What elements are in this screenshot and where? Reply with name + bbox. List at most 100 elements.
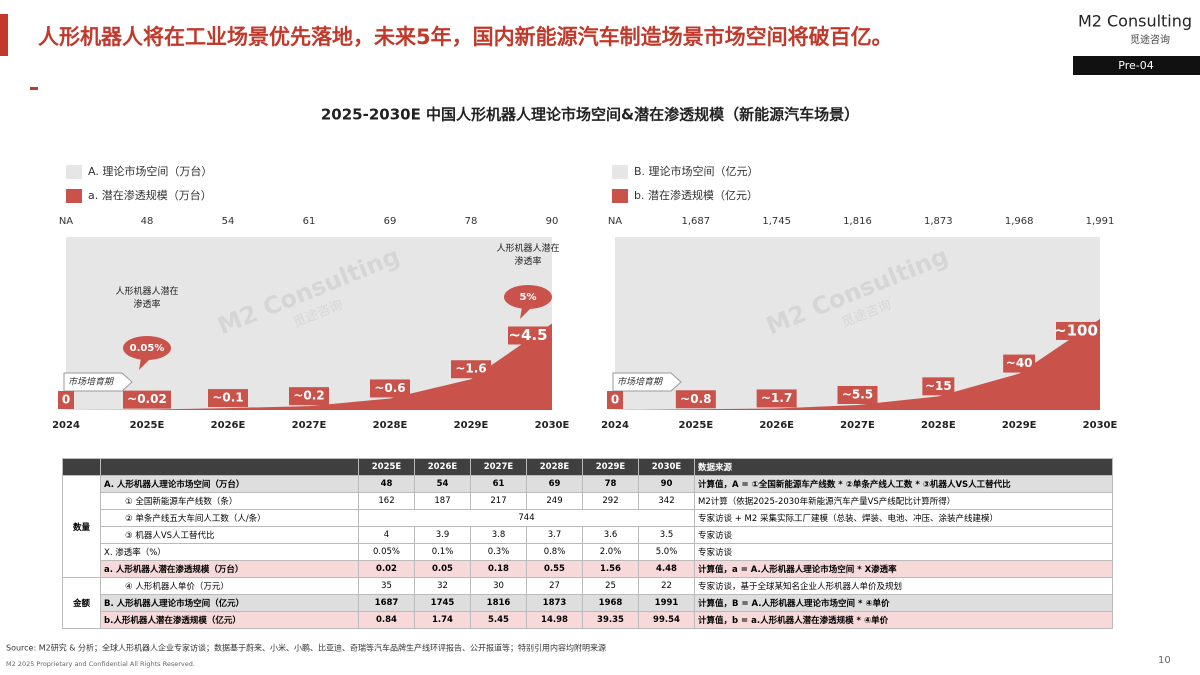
data-table: 2025E 2026E 2027E 2028E 2029E 2030E 数据来源 数量 A. 人…: [62, 458, 1113, 629]
table-cell: A. 人形机器人理论市场空间（万台）: [100, 475, 359, 493]
legend-swatch: [612, 189, 628, 203]
table-cell: 2029E: [582, 458, 639, 476]
top-value-label: 69: [384, 216, 397, 227]
table-cell: 1991: [638, 594, 695, 612]
copyright: M2 2025 Proprietary and Confidential All…: [6, 660, 195, 668]
table-cell: 0.8%: [526, 543, 583, 561]
top-value-label: 78: [465, 216, 478, 227]
table-cell: [62, 458, 101, 476]
table-cell: 3.9: [414, 526, 471, 544]
legend-label: a. 潜在渗透规模（万台）: [88, 188, 212, 202]
table-cell: 1745: [414, 594, 471, 612]
table-cell: 249: [526, 492, 583, 510]
table-cell: 3.6: [582, 526, 639, 544]
value-label: ~0.8: [680, 392, 711, 406]
value-label: ~5.5: [842, 387, 873, 401]
table-cell: 计算值，a = A.人形机器人理论市场空间 * X渗透率: [694, 560, 1113, 578]
table-cell: 0.3%: [470, 543, 527, 561]
accent-bar: [0, 14, 8, 56]
table-cell: 69: [526, 475, 583, 493]
x-tick-label: 2026E: [759, 420, 794, 431]
table-cell: 1816: [470, 594, 527, 612]
top-value-label: 1,816: [843, 216, 872, 227]
callout-bubble: [504, 285, 552, 309]
value-label: ~0.6: [374, 381, 405, 395]
callout-label: 5%: [520, 292, 537, 303]
top-value-label: 54: [222, 216, 235, 227]
table-row: ② 单条产线五大车间人工数（人/条） 744 专家访谈 + M2 采集实际工厂建模（…: [63, 509, 1113, 527]
table-cell: 35: [358, 577, 415, 595]
table-row: 数量 A. 人形机器人理论市场空间（万台） 48 54 61 69 78 90 计算值，A = …: [62, 475, 1113, 578]
table-cell: 1687: [358, 594, 415, 612]
top-value-label: NA: [59, 216, 73, 227]
table-cell: 744: [358, 509, 695, 527]
value-label: ~0.02: [127, 392, 167, 406]
value-label: ~40: [1006, 356, 1033, 370]
table-row: B. 人形机器人理论市场空间（亿元） 1687 1745 1816 1873 1968 19…: [63, 594, 1113, 612]
table-cell: 54: [414, 475, 471, 493]
value-label: ~1.7: [761, 391, 792, 405]
value-label-box: [607, 391, 623, 409]
callout-title-box: 人形机器人潜在渗透率: [115, 287, 179, 310]
callout-title: 人形机器人潜在渗透率: [115, 287, 179, 310]
x-tick-label: 2025E: [130, 420, 165, 431]
table-row: b.人形机器人潜在渗透规模（亿元） 0.84 1.74 5.45 14.98 39.35 9…: [63, 611, 1113, 629]
table-cell: 0.1%: [414, 543, 471, 561]
table-cell: 0.55: [526, 560, 583, 578]
table-cell: B. 人形机器人理论市场空间（亿元）: [100, 594, 359, 612]
top-value-label: 1,687: [682, 216, 711, 227]
table-cell: 2030E: [638, 458, 695, 476]
table-cell: 2026E: [414, 458, 471, 476]
table-cell: 计算值，B = A.人形机器人理论市场空间 * ④单价: [694, 594, 1113, 612]
table-cell: 2027E: [470, 458, 527, 476]
divider: [30, 87, 38, 90]
table-cell: 1.74: [414, 611, 471, 629]
table-cell: 342: [638, 492, 695, 510]
x-tick-label: 2024: [601, 420, 629, 431]
table-row: a. 人形机器人潜在渗透规模（万台） 0.02 0.05 0.18 0.55 1.56 4.…: [63, 560, 1113, 578]
table-cell: X. 渗透率（%）: [100, 543, 359, 561]
table-cell: 187: [414, 492, 471, 510]
table-cell: 专家访谈 + M2 采集实际工厂建模（总装、焊装、电池、冲压、涂装产线建模）: [694, 509, 1113, 527]
top-value-label: 1,745: [762, 216, 791, 227]
callout-title-box: 人形机器人潜在渗透率: [496, 244, 559, 267]
table-cell: 14.98: [526, 611, 583, 629]
table-cell: 4: [358, 526, 415, 544]
table-header: 2025E 2026E 2027E 2028E 2029E 2030E 数据来源: [62, 458, 1113, 476]
top-value-label: 61: [303, 216, 316, 227]
table-cell: 2.0%: [582, 543, 639, 561]
callout-label: 0.05%: [130, 343, 165, 354]
top-value-label: NA: [608, 216, 622, 227]
value-label: ~1.6: [455, 362, 486, 376]
value-label: ~100: [1054, 321, 1098, 339]
table-cell: [100, 458, 359, 476]
value-label-box: [922, 377, 955, 396]
table-cell: 数据来源: [694, 458, 1113, 476]
value-label-box: [289, 387, 329, 406]
legend-swatch: [66, 189, 82, 203]
table-row: ③ 机器人VS人工替代比 4 3.9 3.8 3.7 3.6 3.5 专家访谈: [63, 526, 1113, 544]
x-tick-label: 2029E: [454, 420, 489, 431]
table-cell: 计算值，b = a.人形机器人潜在渗透规模 * ④单价: [694, 611, 1113, 629]
table-cell: 3.7: [526, 526, 583, 544]
table-cell: 0.05%: [358, 543, 415, 561]
x-tick-label: 2027E: [292, 420, 327, 431]
penetration-area: [615, 318, 1100, 410]
value-label-box: [837, 385, 878, 404]
value-label: ~4.5: [508, 326, 547, 344]
phase-label: 市场培育期: [68, 377, 115, 388]
table-cell: 计算值，A = ①全国新能源车产线数 * ②单条产线人工数 * ③机器人VS人工…: [694, 475, 1113, 493]
table-cell: 78: [582, 475, 639, 493]
table-cell: 数量: [62, 475, 101, 578]
table-cell: 90: [638, 475, 695, 493]
logo-sub: 觅途咨询: [1130, 33, 1170, 46]
table-cell: ④ 人形机器人单价（万元）: [100, 577, 359, 595]
value-label-box: [208, 389, 248, 408]
page-number: 10: [1158, 655, 1171, 666]
table-cell: 1.56: [582, 560, 639, 578]
table-cell: 39.35: [582, 611, 639, 629]
x-tick-label: 2028E: [921, 420, 956, 431]
x-tick-label: 2026E: [211, 420, 246, 431]
value-label-box: [1056, 321, 1096, 340]
